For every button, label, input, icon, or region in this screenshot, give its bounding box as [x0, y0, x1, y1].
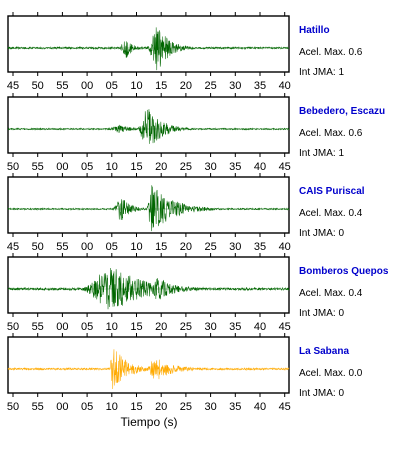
jma-intensity-label: Int JMA: 0 — [299, 308, 344, 319]
jma-intensity-label: Int JMA: 1 — [299, 148, 344, 159]
jma-intensity-label: Int JMA: 1 — [299, 67, 344, 78]
waveform-trace — [7, 349, 290, 390]
tick-label: 10 — [106, 401, 118, 413]
waveform-trace — [7, 27, 290, 71]
panel-frame — [7, 96, 290, 154]
tick-label: 15 — [130, 321, 142, 333]
tick-label: 20 — [155, 321, 167, 333]
waveform-trace — [7, 185, 290, 232]
station-name: Bebedero, Escazu — [299, 106, 385, 117]
station-name: CAIS Puriscal — [299, 186, 365, 197]
tick-label: 05 — [81, 161, 93, 173]
max-accel-label: Acel. Max. 0.4 — [299, 208, 363, 219]
tick-label: 00 — [81, 241, 93, 253]
station-panel: 50 55 00 05 10 15 20 25 30 35 40 45 Bomberos Quepos A… — [7, 253, 389, 333]
tick-label: 30 — [204, 401, 216, 413]
tick-label: 40 — [254, 321, 266, 333]
tick-label: 15 — [130, 161, 142, 173]
tick-label: 45 — [279, 321, 291, 333]
tick-label: 05 — [106, 80, 118, 92]
tick-label: 35 — [254, 80, 266, 92]
station-name: Bomberos Quepos — [299, 266, 389, 277]
tick-label: 55 — [32, 401, 44, 413]
tick-label: 10 — [130, 80, 142, 92]
tick-label: 20 — [155, 161, 167, 173]
tick-label: 25 — [180, 321, 192, 333]
tick-label: 15 — [130, 401, 142, 413]
tick-label: 25 — [204, 241, 216, 253]
tick-label: 55 — [56, 241, 68, 253]
tick-label: 55 — [32, 161, 44, 173]
panel-frame — [7, 15, 290, 73]
tick-label: 45 — [7, 80, 19, 92]
jma-intensity-label: Int JMA: 0 — [299, 228, 344, 239]
tick-label: 20 — [155, 401, 167, 413]
tick-label: 50 — [7, 161, 19, 173]
tick-label: 55 — [32, 321, 44, 333]
tick-label: 10 — [106, 161, 118, 173]
tick-label: 40 — [279, 80, 291, 92]
jma-intensity-label: Int JMA: 0 — [299, 388, 344, 399]
tick-label: 05 — [81, 321, 93, 333]
tick-label: 50 — [32, 80, 44, 92]
tick-label: 30 — [229, 241, 241, 253]
tick-label: 55 — [56, 80, 68, 92]
tick-label: 30 — [204, 161, 216, 173]
tick-label: 35 — [254, 241, 266, 253]
tick-label: 35 — [229, 161, 241, 173]
tick-label: 35 — [229, 401, 241, 413]
tick-label: 20 — [180, 241, 192, 253]
station-panel: 45 50 55 00 05 10 15 20 25 30 35 40 Hatillo Acel. Max… — [7, 12, 363, 92]
tick-label: 30 — [229, 80, 241, 92]
tick-label: 20 — [180, 80, 192, 92]
waveform-trace — [7, 109, 290, 144]
station-panel: 50 55 00 05 10 15 20 25 30 35 40 45 Bebedero, Escazu… — [7, 93, 385, 173]
tick-label: 25 — [204, 80, 216, 92]
tick-label: 10 — [106, 321, 118, 333]
tick-label: 10 — [130, 241, 142, 253]
tick-label: 05 — [81, 401, 93, 413]
panel-frame — [7, 176, 290, 234]
tick-label: 45 — [279, 161, 291, 173]
waveform-trace — [7, 268, 290, 310]
tick-label: 00 — [56, 161, 68, 173]
tick-label: 40 — [254, 401, 266, 413]
tick-label: 05 — [106, 241, 118, 253]
panel-frame — [7, 256, 290, 314]
tick-label: 25 — [180, 401, 192, 413]
max-accel-label: Acel. Max. 0.6 — [299, 47, 363, 58]
tick-label: 45 — [279, 401, 291, 413]
tick-label: 40 — [279, 241, 291, 253]
station-panel: 50 55 00 05 10 15 20 25 30 35 40 45 La Sabana Acel. M… — [7, 333, 363, 413]
max-accel-label: Acel. Max. 0.6 — [299, 128, 363, 139]
tick-label: 00 — [56, 401, 68, 413]
station-name: Hatillo — [299, 25, 330, 36]
x-axis-title: Tiempo (s) — [121, 415, 178, 429]
tick-label: 15 — [155, 80, 167, 92]
tick-label: 30 — [204, 321, 216, 333]
max-accel-label: Acel. Max. 0.4 — [299, 288, 363, 299]
tick-label: 50 — [7, 321, 19, 333]
tick-label: 00 — [81, 80, 93, 92]
tick-label: 35 — [229, 321, 241, 333]
tick-label: 25 — [180, 161, 192, 173]
station-name: La Sabana — [299, 346, 349, 357]
tick-label: 50 — [32, 241, 44, 253]
max-accel-label: Acel. Max. 0.0 — [299, 368, 363, 379]
tick-label: 15 — [155, 241, 167, 253]
tick-label: 45 — [7, 241, 19, 253]
panel-frame — [7, 336, 290, 394]
tick-label: 40 — [254, 161, 266, 173]
tick-label: 00 — [56, 321, 68, 333]
tick-label: 50 — [7, 401, 19, 413]
station-panel: 45 50 55 00 05 10 15 20 25 30 35 40 CAIS Puriscal Ace… — [7, 173, 365, 253]
